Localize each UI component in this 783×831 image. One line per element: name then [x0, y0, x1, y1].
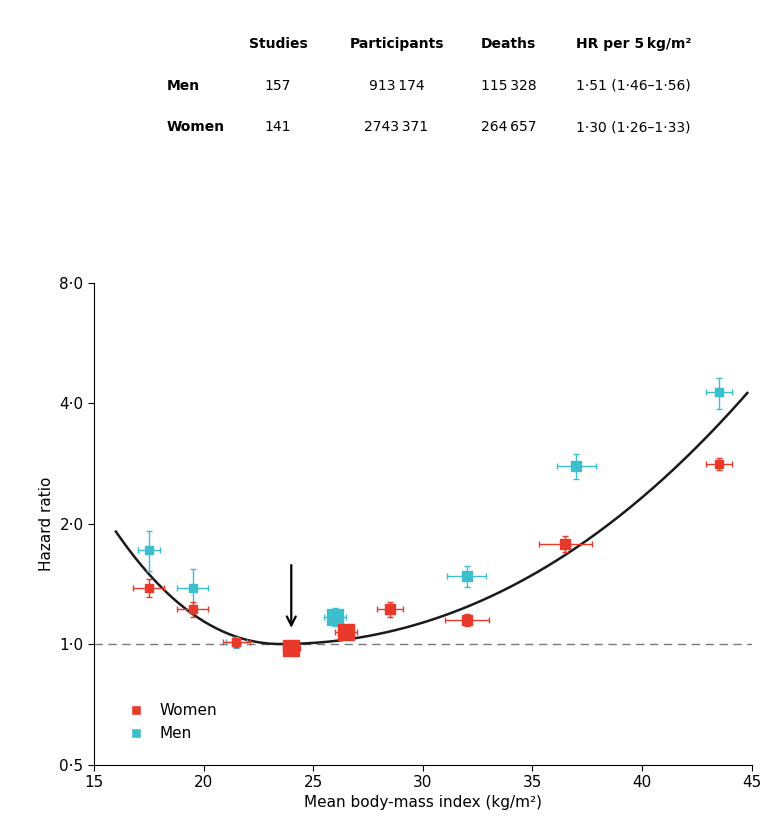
X-axis label: Mean body-mass index (kg/m²): Mean body-mass index (kg/m²)	[304, 795, 542, 810]
Text: 264 657: 264 657	[481, 120, 536, 135]
Text: Studies: Studies	[249, 37, 308, 52]
Text: 115 328: 115 328	[481, 79, 536, 93]
Text: HR per 5 kg/m²: HR per 5 kg/m²	[576, 37, 691, 52]
Text: 913 174: 913 174	[369, 79, 424, 93]
Text: 2743 371: 2743 371	[364, 120, 428, 135]
Text: Participants: Participants	[349, 37, 444, 52]
Text: Women: Women	[166, 120, 225, 135]
Text: 157: 157	[265, 79, 291, 93]
Text: 1·30 (1·26–1·33): 1·30 (1·26–1·33)	[576, 120, 691, 135]
Y-axis label: Hazard ratio: Hazard ratio	[39, 476, 54, 571]
Legend: Women, Men: Women, Men	[115, 697, 223, 747]
Text: 141: 141	[265, 120, 291, 135]
Text: Deaths: Deaths	[481, 37, 536, 52]
Text: 1·51 (1·46–1·56): 1·51 (1·46–1·56)	[576, 79, 691, 93]
Text: Men: Men	[166, 79, 200, 93]
